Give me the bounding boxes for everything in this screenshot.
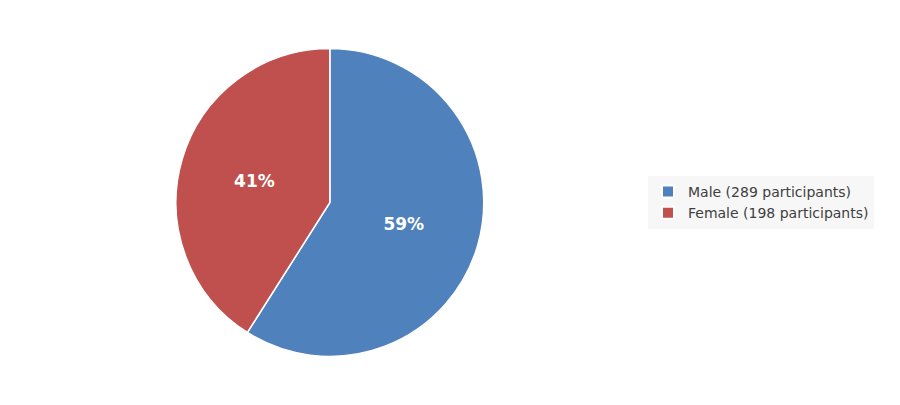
svg-text:59%: 59%	[383, 214, 424, 234]
svg-text:Female (198 participants): Female (198 participants)	[688, 205, 868, 221]
svg-text:Male (289 participants): Male (289 participants)	[688, 184, 851, 200]
svg-text:41%: 41%	[234, 171, 275, 191]
